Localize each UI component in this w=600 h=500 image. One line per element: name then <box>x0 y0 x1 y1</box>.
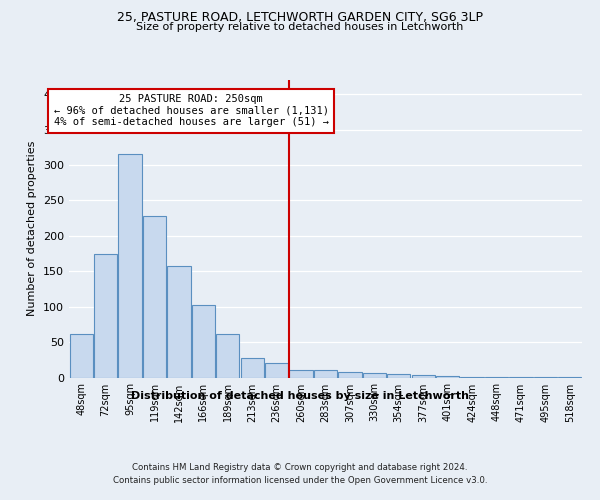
Bar <box>192 304 215 378</box>
Bar <box>241 358 264 378</box>
Bar <box>70 334 93 378</box>
Bar <box>412 376 435 378</box>
Bar <box>363 373 386 378</box>
Bar <box>94 254 117 378</box>
Bar <box>509 377 533 378</box>
Text: Distribution of detached houses by size in Letchworth: Distribution of detached houses by size … <box>131 391 469 401</box>
Bar <box>289 370 313 378</box>
Text: 25 PASTURE ROAD: 250sqm
← 96% of detached houses are smaller (1,131)
4% of semi-: 25 PASTURE ROAD: 250sqm ← 96% of detache… <box>53 94 329 128</box>
Bar <box>118 154 142 378</box>
Text: Size of property relative to detached houses in Letchworth: Size of property relative to detached ho… <box>136 22 464 32</box>
Bar <box>387 374 410 378</box>
Bar <box>167 266 191 378</box>
Bar <box>485 377 508 378</box>
Bar <box>143 216 166 378</box>
Y-axis label: Number of detached properties: Number of detached properties <box>28 141 37 316</box>
Bar <box>265 362 288 378</box>
Bar <box>558 377 581 378</box>
Text: 25, PASTURE ROAD, LETCHWORTH GARDEN CITY, SG6 3LP: 25, PASTURE ROAD, LETCHWORTH GARDEN CITY… <box>117 11 483 24</box>
Bar <box>216 334 239 378</box>
Bar <box>436 376 459 378</box>
Bar <box>460 377 484 378</box>
Text: Contains HM Land Registry data © Crown copyright and database right 2024.: Contains HM Land Registry data © Crown c… <box>132 462 468 471</box>
Bar <box>338 372 362 378</box>
Bar <box>314 370 337 378</box>
Text: Contains public sector information licensed under the Open Government Licence v3: Contains public sector information licen… <box>113 476 487 485</box>
Bar <box>534 377 557 378</box>
